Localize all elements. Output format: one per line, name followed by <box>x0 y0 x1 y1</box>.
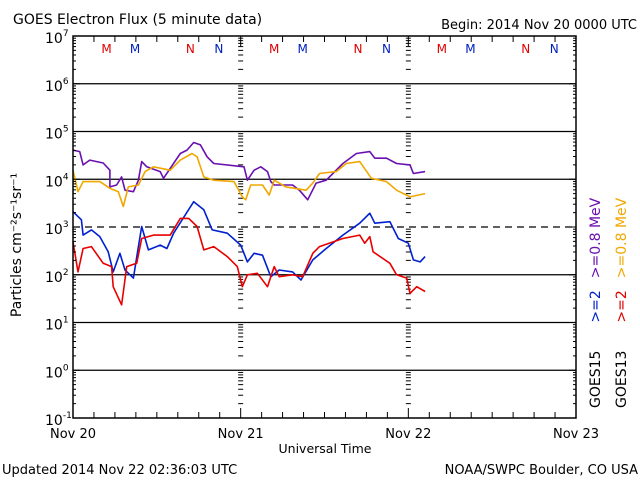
legend-entry: >=0.8 MeV <box>614 197 630 278</box>
event-marker-n: N <box>521 42 530 56</box>
x-tick-label: Nov 22 <box>385 427 431 442</box>
y-tick-label: 106 <box>45 77 69 95</box>
event-marker-n: N <box>550 42 559 56</box>
y-tick-exponent: 2 <box>63 268 69 278</box>
legend-entry: >=2 <box>588 290 604 322</box>
legend-satellite: GOES13 <box>614 351 630 408</box>
x-tick-label: Nov 21 <box>218 427 264 442</box>
series-line-goes13-2-mev <box>72 217 426 306</box>
legend-column: GOES13 >=2 >=0.8 MeV <box>614 197 630 408</box>
event-marker-m: M <box>101 42 111 56</box>
y-tick-exponent: 3 <box>63 220 69 230</box>
series-line-goes13-0-8-mev <box>72 152 426 208</box>
y-tick-label: 107 <box>45 29 69 47</box>
legend-entry: >=0.8 MeV <box>588 197 604 278</box>
event-marker-m: M <box>465 42 475 56</box>
event-marker-n: N <box>354 42 363 56</box>
event-marker-m: M <box>269 42 279 56</box>
chart-title: GOES Electron Flux (5 minute data) <box>13 12 262 28</box>
legend: GOES15 >=2 >=0.8 MeV GOES13 >=2 >=0.8 MeV <box>588 197 630 408</box>
event-marker-m: M <box>130 42 140 56</box>
series-line-goes15-2-mev <box>72 200 426 281</box>
y-tick-label: 104 <box>45 172 69 190</box>
series-line-goes15-0-8-mev <box>72 141 426 201</box>
event-marker-n: N <box>382 42 391 56</box>
series-lines <box>72 141 426 306</box>
legend-column: GOES15 >=2 >=0.8 MeV <box>588 197 604 408</box>
y-axis-label: Particles cm⁻²s⁻¹sr⁻¹ <box>9 173 25 317</box>
credit-label: NOAA/SWPC Boulder, CO USA <box>445 463 638 478</box>
y-tick-label: 105 <box>45 125 69 143</box>
x-tick-label: Nov 20 <box>50 427 96 442</box>
grid <box>73 37 576 405</box>
y-tick-exponent: 0 <box>63 363 69 373</box>
y-tick-exponent: -1 <box>63 411 72 421</box>
y-tick-exponent: 6 <box>63 77 69 87</box>
event-marker-m: M <box>298 42 308 56</box>
event-marker-n: N <box>186 42 195 56</box>
y-tick-label: 101 <box>45 316 69 334</box>
y-tick-exponent: 4 <box>63 172 69 182</box>
y-tick-label: 103 <box>45 220 69 238</box>
y-tick-label: 10-1 <box>45 411 72 429</box>
begin-label: Begin: 2014 Nov 20 0000 UTC <box>441 18 637 33</box>
x-axis-label: Universal Time <box>279 441 372 456</box>
y-tick-exponent: 1 <box>63 316 69 326</box>
event-marker-m: M <box>437 42 447 56</box>
x-tick-label: Nov 23 <box>553 427 599 442</box>
y-tick-label: 102 <box>45 268 69 286</box>
y-tick-label: 100 <box>45 363 69 381</box>
y-tick-exponent: 7 <box>63 29 69 39</box>
legend-entry: >=2 <box>614 290 630 322</box>
event-marker-n: N <box>214 42 223 56</box>
legend-satellite: GOES15 <box>588 351 604 408</box>
updated-timestamp: Updated 2014 Nov 22 02:36:03 UTC <box>2 463 237 478</box>
y-tick-exponent: 5 <box>63 125 69 135</box>
